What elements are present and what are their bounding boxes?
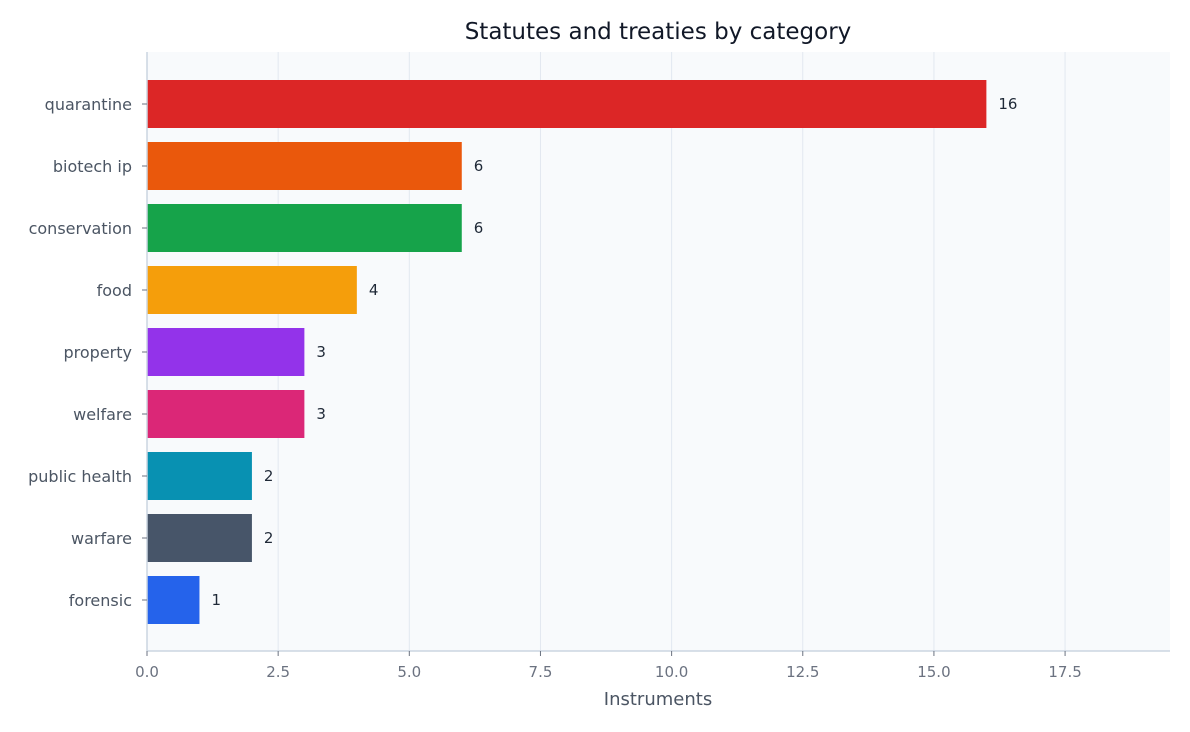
y-axis-ticks: quarantine biotech ip conservation food prop… <box>28 95 147 610</box>
y-tick-label: food <box>97 281 132 300</box>
bar-welfare <box>147 390 305 438</box>
x-tick-label: 0.0 <box>135 663 159 681</box>
value-label: 3 <box>316 343 326 361</box>
bar-quarantine <box>147 80 987 128</box>
value-label: 2 <box>264 467 274 485</box>
y-tick-label: warfare <box>71 529 132 548</box>
x-tick-label: 17.5 <box>1048 663 1081 681</box>
value-label: 16 <box>998 95 1017 113</box>
bar-public-health <box>147 452 252 500</box>
value-labels: 16 6 6 4 3 3 2 2 1 <box>211 95 1017 609</box>
bar-biotech-ip <box>147 142 462 190</box>
bars <box>147 80 987 624</box>
y-tick-label: public health <box>28 467 132 486</box>
y-tick-label: biotech ip <box>53 157 132 176</box>
value-label: 1 <box>211 591 221 609</box>
value-label: 4 <box>369 281 379 299</box>
x-tick-label: 15.0 <box>917 663 950 681</box>
bar-warfare <box>147 514 252 562</box>
bar-food <box>147 266 357 314</box>
y-tick-label: forensic <box>69 591 132 610</box>
value-label: 6 <box>474 219 484 237</box>
value-label: 6 <box>474 157 484 175</box>
bar-property <box>147 328 305 376</box>
x-axis-ticks: 0.0 2.5 5.0 7.5 10.0 12.5 15.0 17.5 <box>135 651 1082 681</box>
y-tick-label: property <box>64 343 133 362</box>
value-label: 3 <box>316 405 326 423</box>
x-tick-label: 10.0 <box>655 663 688 681</box>
bar-conservation <box>147 204 462 252</box>
y-tick-label: welfare <box>73 405 132 424</box>
x-axis-label: Instruments <box>604 689 712 710</box>
x-tick-label: 7.5 <box>529 663 553 681</box>
chart-title: Statutes and treaties by category <box>465 19 852 45</box>
x-tick-label: 12.5 <box>786 663 819 681</box>
y-tick-label: quarantine <box>45 95 132 114</box>
value-label: 2 <box>264 529 274 547</box>
bar-forensic <box>147 576 200 624</box>
y-tick-label: conservation <box>29 219 132 238</box>
x-tick-label: 5.0 <box>397 663 421 681</box>
x-tick-label: 2.5 <box>266 663 290 681</box>
